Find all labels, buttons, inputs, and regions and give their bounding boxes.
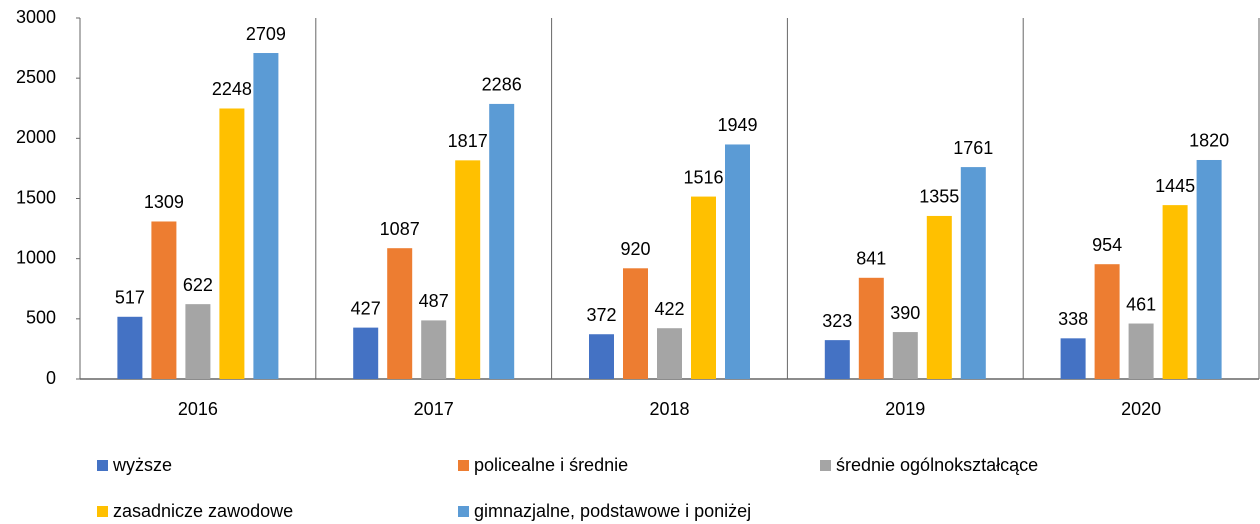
data-label: 1087 bbox=[380, 219, 420, 239]
data-label: 1355 bbox=[919, 187, 959, 207]
y-tick-label: 3000 bbox=[16, 7, 56, 27]
bar bbox=[219, 108, 245, 380]
bar bbox=[858, 277, 884, 379]
bar bbox=[387, 248, 413, 379]
data-label: 338 bbox=[1058, 309, 1088, 329]
data-label: 1445 bbox=[1155, 176, 1195, 196]
bar bbox=[353, 327, 379, 379]
bar bbox=[657, 328, 682, 379]
bar bbox=[1060, 338, 1086, 379]
bar bbox=[421, 320, 447, 379]
y-tick-label: 1000 bbox=[16, 247, 56, 267]
legend-swatch bbox=[97, 460, 108, 471]
data-label: 372 bbox=[586, 305, 616, 325]
data-label: 841 bbox=[856, 249, 886, 269]
legend-label: wyższe bbox=[112, 455, 172, 475]
data-label: 2709 bbox=[246, 24, 286, 44]
data-label: 2286 bbox=[482, 75, 522, 95]
legend-label: zasadnicze zawodowe bbox=[113, 501, 293, 521]
bar bbox=[1128, 323, 1154, 379]
bar bbox=[1094, 264, 1120, 379]
data-label: 461 bbox=[1126, 294, 1156, 314]
bar bbox=[1196, 159, 1222, 379]
bar bbox=[117, 316, 143, 379]
y-tick-label: 0 bbox=[46, 368, 56, 388]
data-label: 2248 bbox=[212, 79, 252, 99]
bar bbox=[691, 196, 716, 379]
x-tick-label: 2020 bbox=[1121, 399, 1161, 419]
data-label: 390 bbox=[890, 303, 920, 323]
data-label: 622 bbox=[183, 275, 213, 295]
data-label: 1309 bbox=[144, 192, 184, 212]
bar bbox=[926, 215, 952, 379]
data-label: 954 bbox=[1092, 235, 1122, 255]
data-label: 1949 bbox=[717, 115, 757, 135]
data-label: 1817 bbox=[448, 131, 488, 151]
bar bbox=[892, 332, 918, 379]
legend-label: gimnazjalne, podstawowe i poniżej bbox=[474, 501, 751, 521]
bar bbox=[455, 160, 481, 379]
x-tick-label: 2016 bbox=[178, 399, 218, 419]
data-label: 1820 bbox=[1189, 131, 1229, 151]
x-tick-label: 2017 bbox=[414, 399, 454, 419]
data-label: 1516 bbox=[683, 167, 723, 187]
bar bbox=[623, 268, 648, 379]
bar bbox=[1162, 205, 1188, 379]
data-label: 517 bbox=[115, 288, 145, 308]
bar bbox=[824, 340, 850, 379]
bar bbox=[185, 304, 211, 379]
bar bbox=[151, 221, 177, 379]
bar bbox=[725, 144, 750, 379]
bar bbox=[489, 103, 515, 379]
x-tick-label: 2019 bbox=[885, 399, 925, 419]
data-label: 487 bbox=[419, 291, 449, 311]
legend-label: średnie ogólnokształcące bbox=[836, 455, 1038, 475]
bar bbox=[960, 167, 986, 379]
bar bbox=[253, 53, 279, 379]
legend-label: policealne i średnie bbox=[474, 455, 628, 475]
legend-swatch bbox=[820, 460, 831, 471]
y-tick-label: 1500 bbox=[16, 187, 56, 207]
legend-swatch bbox=[458, 460, 469, 471]
bar bbox=[589, 334, 614, 379]
legend-swatch bbox=[458, 506, 469, 517]
data-label: 323 bbox=[822, 311, 852, 331]
legend-swatch bbox=[97, 506, 108, 517]
x-tick-label: 2018 bbox=[649, 399, 689, 419]
data-label: 427 bbox=[351, 298, 381, 318]
data-label: 422 bbox=[654, 299, 684, 319]
data-label: 1761 bbox=[953, 138, 993, 158]
y-tick-label: 2000 bbox=[16, 127, 56, 147]
y-tick-label: 2500 bbox=[16, 67, 56, 87]
y-tick-label: 500 bbox=[26, 308, 56, 328]
data-label: 920 bbox=[620, 239, 650, 259]
